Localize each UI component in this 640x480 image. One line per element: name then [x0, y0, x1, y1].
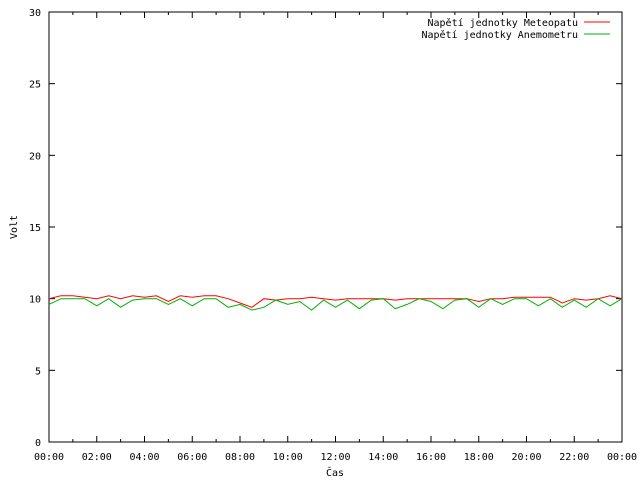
series-line-1 — [48, 298, 623, 311]
x-tick-label: 16:00 — [416, 452, 446, 463]
x-tick-label: 06:00 — [177, 452, 207, 463]
x-tick-label: 12:00 — [320, 452, 350, 463]
y-tick-label: 0 — [35, 438, 41, 449]
x-tick-label: 04:00 — [129, 452, 159, 463]
x-tick-label: 08:00 — [225, 452, 255, 463]
series-layer — [48, 295, 623, 311]
y-axis-ticks: 0 5 10 15 20 25 30 — [29, 8, 622, 449]
plot-frame — [48, 11, 623, 443]
y-tick-label: 10 — [29, 295, 41, 306]
x-tick-label: 20:00 — [511, 452, 541, 463]
series-line-0 — [48, 295, 623, 308]
y-tick-label: 20 — [29, 151, 41, 162]
x-tick-label: 02:00 — [82, 452, 112, 463]
x-axis-label: Čas — [326, 466, 344, 479]
x-tick-label: 18:00 — [464, 452, 494, 463]
x-tick-label: 00:00 — [34, 452, 64, 463]
legend-label-0: Napětí jednotky Meteopatu — [427, 17, 578, 29]
x-tick-label: 10:00 — [273, 452, 303, 463]
x-tick-label: 22:00 — [559, 452, 589, 463]
x-tick-label: 14:00 — [368, 452, 398, 463]
y-tick-label: 5 — [35, 366, 41, 377]
x-axis-ticks: 00:00 02:00 04:00 06:00 08:00 10:00 12:00 14:00… — [34, 12, 637, 463]
legend-label-1: Napětí jednotky Anemometru — [421, 29, 578, 41]
y-tick-label: 25 — [29, 80, 41, 91]
y-tick-label: 30 — [29, 8, 41, 19]
y-axis-label: Volt — [9, 215, 20, 239]
x-tick-label: 00:00 — [607, 452, 637, 463]
y-tick-label: 15 — [29, 223, 41, 234]
